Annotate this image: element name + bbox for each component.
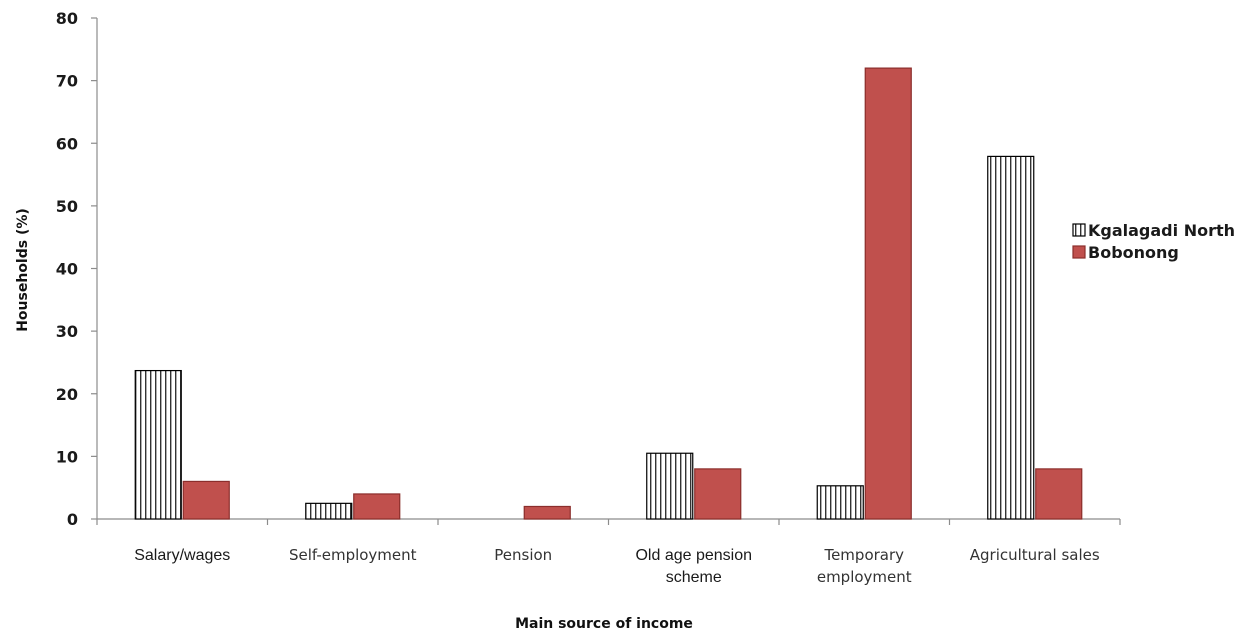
y-tick-label: 60 bbox=[56, 134, 78, 153]
x-tick-label: Salary/wages bbox=[134, 547, 230, 564]
bar-bobonong bbox=[1035, 468, 1083, 520]
y-tick-label: 40 bbox=[56, 260, 78, 279]
bar-bobonong bbox=[182, 480, 230, 520]
x-tick-label: Agricultural sales bbox=[970, 546, 1100, 564]
y-axis-title: Households (%) bbox=[15, 208, 31, 332]
x-tick-label: scheme bbox=[666, 569, 722, 586]
bar-kgalagadi-north bbox=[816, 485, 864, 520]
legend: Kgalagadi North Bobonong bbox=[1072, 221, 1235, 262]
legend-swatch bbox=[1072, 223, 1086, 237]
x-tick-label: Old age pension bbox=[635, 547, 752, 564]
x-axis-labels: Salary/wages Self-employment Pension Old ag… bbox=[134, 546, 1100, 586]
bar-kgalagadi-north bbox=[134, 369, 182, 520]
axes bbox=[96, 18, 1121, 525]
bar-bobonong bbox=[523, 505, 571, 520]
y-tick-label: 30 bbox=[56, 322, 78, 341]
legend-label: Bobonong bbox=[1088, 243, 1179, 262]
legend-label: Kgalagadi North bbox=[1088, 221, 1235, 240]
legend-swatch bbox=[1072, 245, 1086, 259]
bar-bobonong bbox=[353, 493, 401, 520]
bar-bobonong bbox=[864, 67, 912, 520]
y-tick-label: 70 bbox=[56, 72, 78, 91]
y-axis-ticks: 0 10 20 30 40 50 60 70 80 bbox=[56, 9, 97, 529]
y-tick-label: 10 bbox=[56, 447, 78, 466]
y-tick-label: 20 bbox=[56, 385, 78, 404]
bar-kgalagadi-north bbox=[305, 502, 353, 520]
y-tick-label: 80 bbox=[56, 9, 78, 28]
y-tick-label: 50 bbox=[56, 197, 78, 216]
bar-kgalagadi-north bbox=[646, 452, 694, 520]
x-axis-title: Main source of income bbox=[515, 616, 693, 632]
bar-kgalagadi-north bbox=[987, 155, 1035, 520]
x-tick-label: Pension bbox=[494, 546, 552, 564]
bar-bobonong bbox=[694, 468, 742, 520]
x-tick-label: Temporary bbox=[823, 546, 904, 564]
bars bbox=[134, 67, 1083, 520]
y-tick-label: 0 bbox=[67, 510, 78, 529]
x-tick-label: employment bbox=[817, 568, 912, 586]
x-tick-label: Self-employment bbox=[289, 546, 417, 564]
